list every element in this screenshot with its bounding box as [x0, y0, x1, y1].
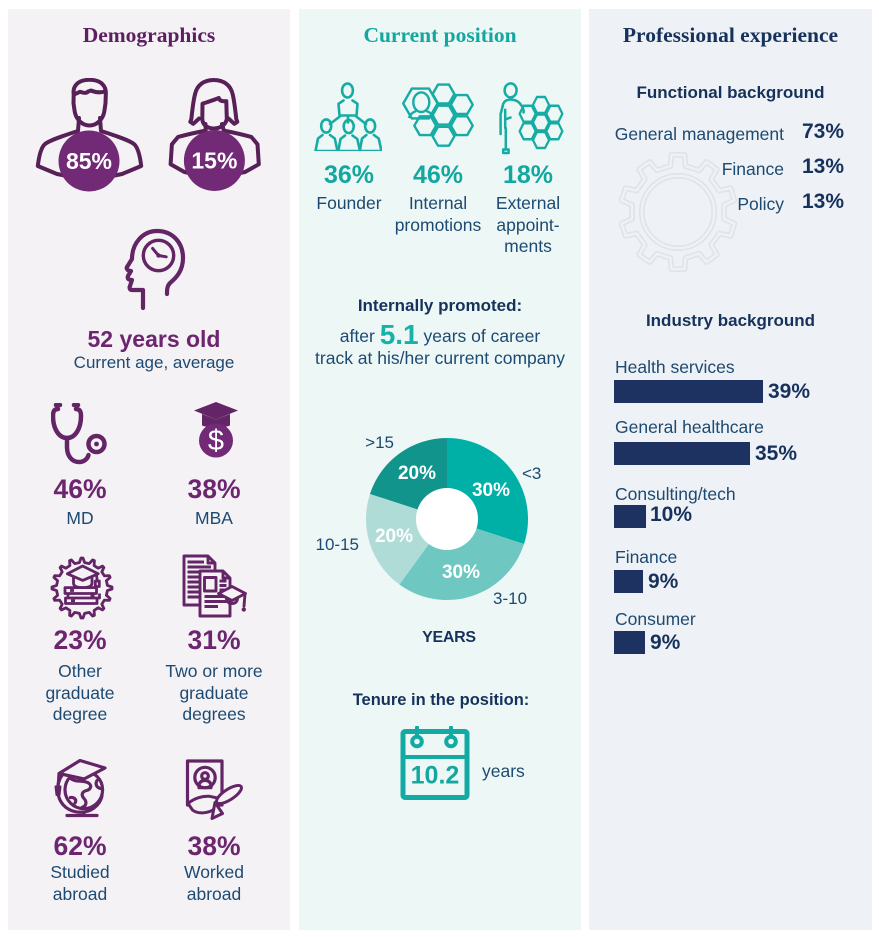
svg-text:30%: 30%: [442, 562, 480, 583]
svg-text:20%: 20%: [398, 463, 436, 484]
svg-text:85%: 85%: [66, 148, 112, 174]
svg-text:10.2: 10.2: [411, 762, 460, 790]
svg-text:15%: 15%: [191, 148, 237, 174]
svg-text:30%: 30%: [472, 480, 510, 501]
svg-text:20%: 20%: [375, 526, 413, 547]
svg-text:$: $: [208, 425, 224, 457]
